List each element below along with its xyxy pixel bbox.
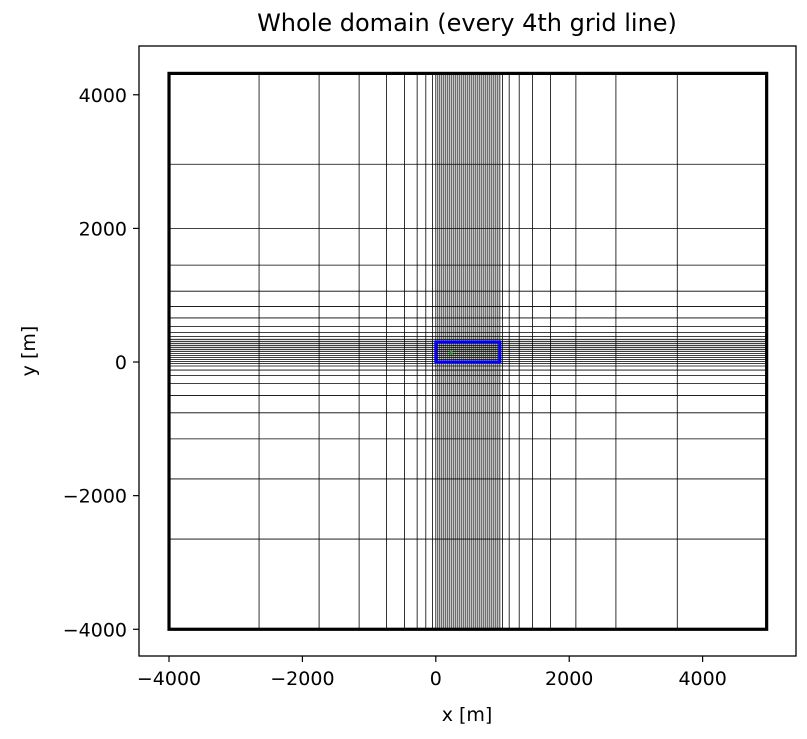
- marker-box: [449, 350, 453, 355]
- x-axis: −4000 −2000 0 2000 4000: [137, 656, 727, 690]
- y-tick-label: −2000: [63, 486, 127, 508]
- y-tick-label: −4000: [63, 619, 127, 641]
- y-tick-label: 4000: [79, 85, 127, 107]
- x-tick-label: −4000: [137, 668, 201, 690]
- x-tick-label: 4000: [678, 668, 726, 690]
- y-axis-label: y [m]: [18, 326, 40, 377]
- y-tick-label: 0: [115, 352, 127, 374]
- y-tick-label: 2000: [79, 218, 127, 240]
- domain-boundary: [167, 71, 769, 631]
- plot-area: [138, 45, 797, 657]
- x-tick-label: −2000: [270, 668, 334, 690]
- y-axis: −4000 −2000 0 2000 4000: [63, 85, 139, 641]
- x-tick-label: 0: [430, 668, 442, 690]
- axes-frame: [138, 45, 797, 657]
- x-axis-label: x [m]: [442, 704, 493, 726]
- chart-title: Whole domain (every 4th grid line): [257, 9, 677, 37]
- inner-box: [434, 340, 502, 364]
- x-tick-label: 2000: [545, 668, 593, 690]
